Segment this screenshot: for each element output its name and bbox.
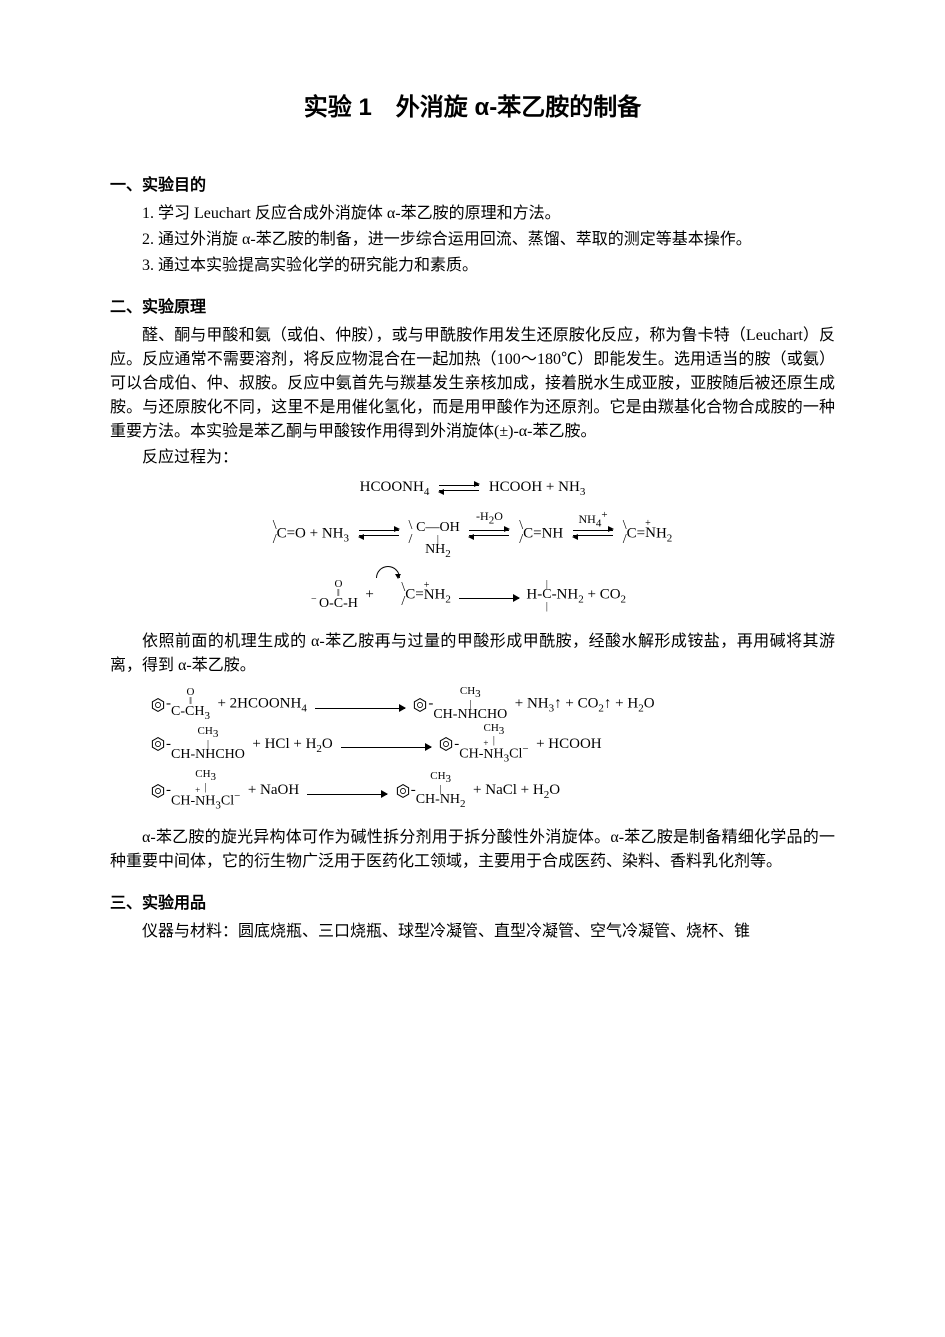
equation-3: O‖−O-C-H + \/C=N+H2 H- |C| -NH2 + CO2 xyxy=(110,566,835,624)
objective-3: 3. 通过本实验提高实验化学的研究能力和素质。 xyxy=(110,254,835,278)
phenyl-icon xyxy=(150,697,166,713)
phenyl-icon xyxy=(438,736,454,752)
equation-1: HCOONH4 HCOOH + NH3 xyxy=(110,476,835,501)
section-3-heading: 三、实验用品 xyxy=(110,892,835,916)
reaction-2: -CH3|CH-NHCHO + HCl + H2O -CH3|CH-N+H3Cl… xyxy=(150,723,835,766)
materials-paragraph: 仪器与材料：圆底烧瓶、三口烧瓶、球型冷凝管、直型冷凝管、空气冷凝管、烧杯、锥 xyxy=(110,920,835,944)
principle-paragraph-4: α-苯乙胺的旋光异构体可作为碱性拆分剂用于拆分酸性外消旋体。α-苯乙胺是制备精细… xyxy=(110,826,835,874)
principle-paragraph-1: 醛、酮与甲酸和氨（或伯、仲胺），或与甲酰胺作用发生还原胺化反应，称为鲁卡特（Le… xyxy=(110,324,835,444)
objective-2: 2. 通过外消旋 α-苯乙胺的制备，进一步综合运用回流、蒸馏、萃取的测定等基本操… xyxy=(110,228,835,252)
equation-2: \/C=O + NH3 \/ C—OH|NH2 -H2O \/C=NH NH4+… xyxy=(110,507,835,561)
phenyl-icon xyxy=(395,783,411,799)
principle-paragraph-3: 依照前面的机理生成的 α-苯乙胺再与过量的甲酸形成甲酰胺，经酸水解形成铵盐，再用… xyxy=(110,630,835,678)
phenyl-icon xyxy=(412,697,428,713)
reaction-1: -O‖C-CH3 + 2HCOONH4 -CH3|CH-NHCHO + NH3↑… xyxy=(150,686,835,722)
reaction-3: -CH3|CH-N+H3Cl− + NaOH -CH3|CH-NH2 + NaC… xyxy=(150,769,835,812)
reaction-scheme: -O‖C-CH3 + 2HCOONH4 -CH3|CH-NHCHO + NH3↑… xyxy=(150,686,835,812)
section-2-heading: 二、实验原理 xyxy=(110,296,835,320)
page-title: 实验 1 外消旋 α-苯乙胺的制备 xyxy=(110,90,835,126)
principle-paragraph-2: 反应过程为： xyxy=(110,446,835,470)
objective-1: 1. 学习 Leuchart 反应合成外消旋体 α-苯乙胺的原理和方法。 xyxy=(110,202,835,226)
phenyl-icon xyxy=(150,783,166,799)
section-1-heading: 一、实验目的 xyxy=(110,174,835,198)
phenyl-icon xyxy=(150,736,166,752)
